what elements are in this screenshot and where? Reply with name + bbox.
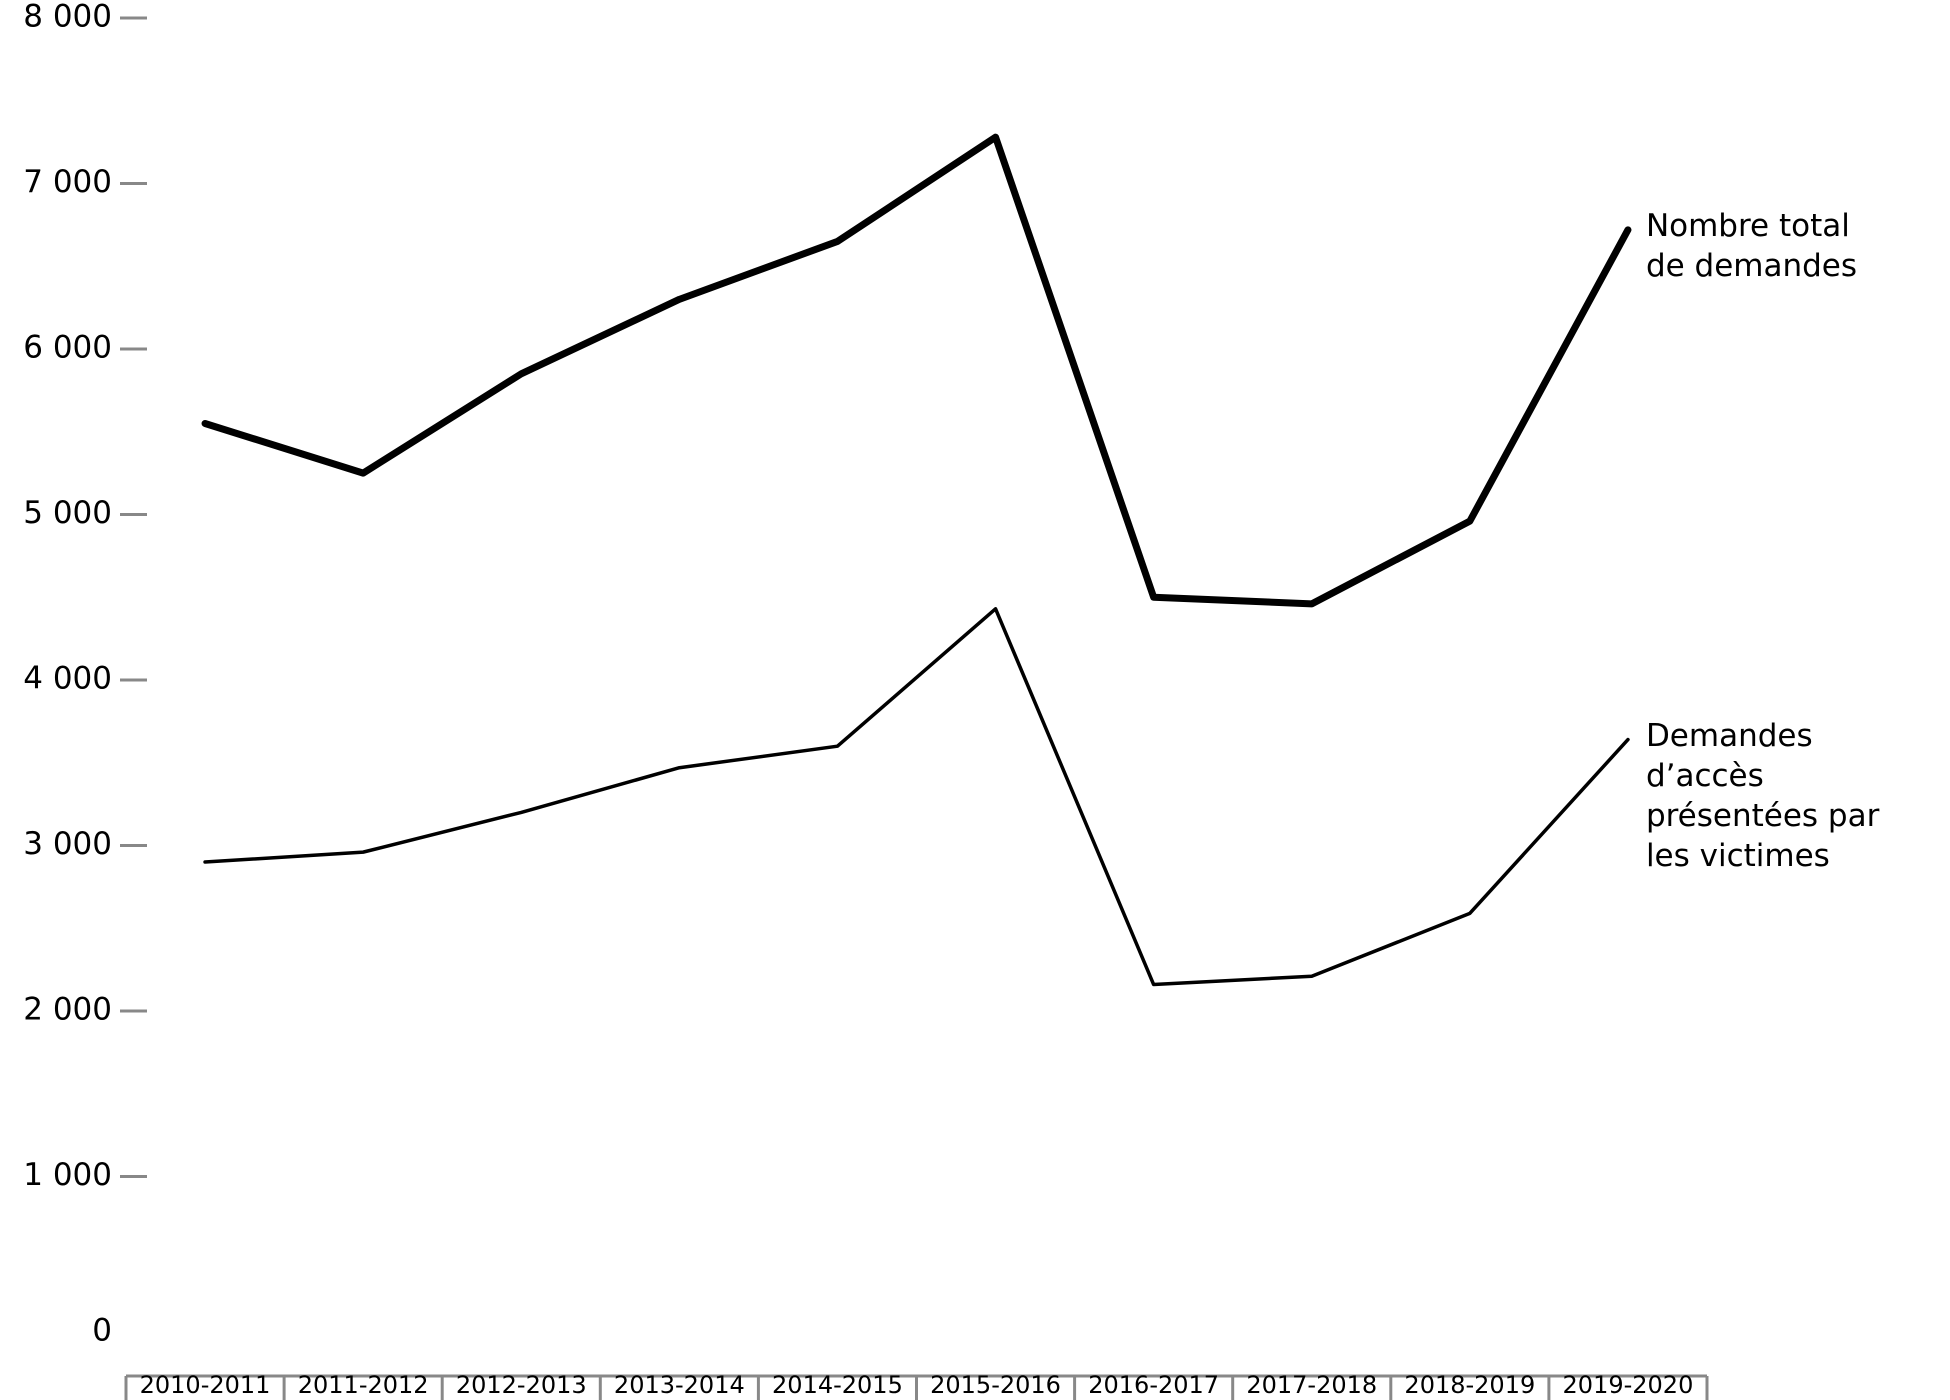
y-tick-label: 3 000: [23, 826, 112, 862]
x-tick-label: 2018-2019: [1404, 1371, 1535, 1399]
y-tick-label: 2 000: [23, 992, 112, 1028]
series-label: Demandes d’accès présentées par les vict…: [1645, 717, 1880, 874]
y-tick-label: 5 000: [23, 495, 112, 531]
series-line: [201, 133, 1632, 608]
y-tick-label: 6 000: [23, 330, 112, 366]
x-tick-label: 2011-2012: [298, 1371, 429, 1399]
y-tick-label: 8 000: [23, 0, 112, 35]
x-tick-label: 2013-2014: [614, 1371, 745, 1399]
x-tick-label: 2019-2020: [1563, 1371, 1694, 1399]
x-tick-label: 2010-2011: [140, 1371, 271, 1399]
y-tick-label: 4 000: [23, 661, 112, 697]
series-line: [203, 607, 1630, 987]
y-tick-label: 7 000: [23, 164, 112, 200]
x-tick-label: 2012-2013: [456, 1371, 587, 1399]
x-tick-label: 2017-2018: [1246, 1371, 1377, 1399]
x-tick-label: 2015-2016: [930, 1371, 1061, 1399]
series-label: Nombre total de demandes: [1645, 207, 1858, 284]
x-tick-label: 2016-2017: [1088, 1371, 1219, 1399]
y-tick-label: 1 000: [23, 1157, 112, 1193]
y-tick-label: 0: [92, 1313, 112, 1349]
x-tick-label: 2014-2015: [772, 1371, 903, 1399]
